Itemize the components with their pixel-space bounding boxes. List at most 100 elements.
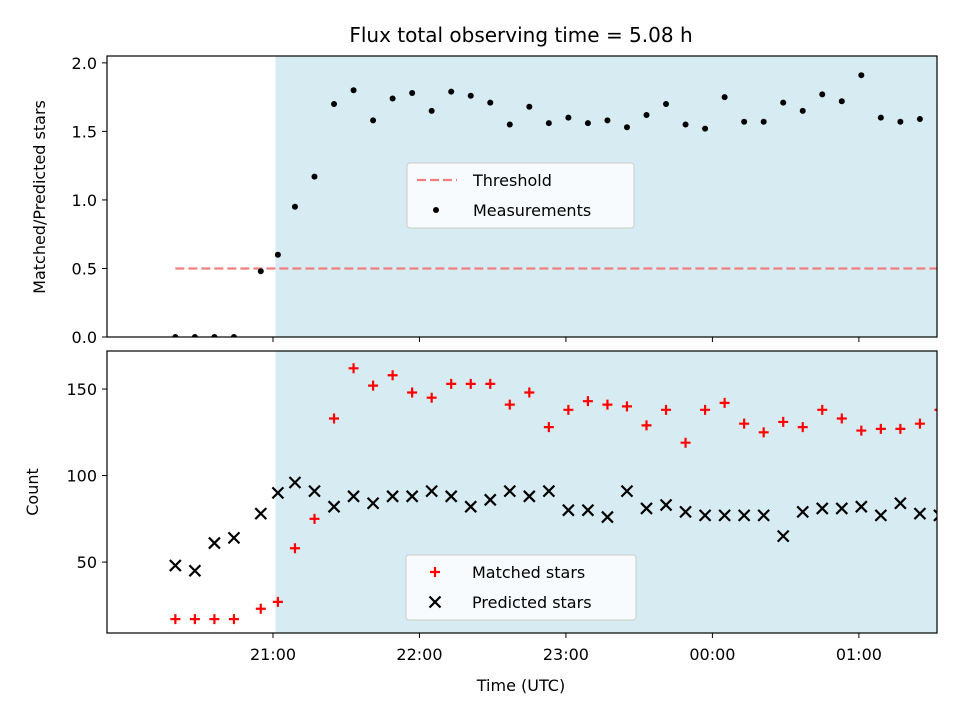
measurement-point [584,120,591,127]
predicted-star-point [679,505,692,519]
predicted-star-point [208,536,221,550]
matched-star-point [209,614,220,625]
predicted-star-point [347,490,360,503]
legend-label: Matched stars [472,563,585,582]
measurement-point [389,95,396,102]
matched-star-point [255,603,266,614]
x-tick-label: 23:00 [543,645,589,664]
legend: Threshold Measurements [406,162,635,229]
measurement-point [877,114,884,121]
legend-matched-swatch [430,567,440,577]
matched-star-point [817,404,828,415]
x-axis-label: Time (UTC) [476,676,565,695]
matched-star-point [602,399,613,410]
predicted-star-point [523,490,536,503]
y-tick-label: 0.0 [72,328,97,347]
y-tick-label: 50 [77,553,97,572]
measurement-point [565,114,572,121]
axes-frame [106,350,938,634]
matched-star-point [543,422,554,433]
measurement-point [291,203,298,210]
legend-label: Measurements [473,201,591,220]
plot-area [172,72,960,337]
predicted-star-point [542,484,556,498]
predicted-star-point [464,500,478,513]
measurement-point [721,94,728,101]
predicted-star-point [835,502,849,515]
measurement-point [799,107,806,114]
matched-star-point [348,363,359,374]
top-panel: 0.0 0.5 1.0 1.5 2.0 Threshold Measurements [72,54,960,347]
measurement-point [311,173,318,180]
y-tick-label: 1.5 [72,122,97,141]
predicted-star-point [386,490,399,503]
predicted-star-point [659,498,673,512]
measurement-point [682,121,689,128]
predicted-star-point [796,505,810,519]
measurement-point [350,87,357,94]
series-measurements [172,72,960,337]
matched-star-point [426,392,437,403]
matched-star-point [621,401,632,412]
predicted-star-point [581,503,595,517]
predicted-star-point [601,510,614,524]
matched-star-point [641,420,652,431]
matched-star-point [309,513,320,524]
y-tick-label: 1.0 [72,191,97,210]
x-tick-label: 22:00 [396,645,442,664]
predicted-star-point [254,507,268,520]
measurement-point [191,334,198,337]
y-tick-label: 100 [66,467,97,486]
matched-star-point [368,380,379,391]
matched-star-point [661,404,672,415]
predicted-star-point [815,502,829,515]
measurement-point [858,72,865,79]
legend-box [406,162,635,229]
predicted-star-point [308,484,321,498]
matched-star-point [875,423,886,434]
matched-star-point [524,387,535,398]
predicted-star-point [188,564,202,577]
matched-star-point [582,396,593,407]
predicted-star-point [953,493,960,504]
legend-box [405,554,637,621]
measurement-point [172,334,179,337]
predicted-star-point [405,490,419,503]
matched-star-point [387,370,398,381]
x-tick-label: 21:00 [250,645,296,664]
measurement-point [760,118,767,125]
measurement-point [663,100,670,107]
axes-frame [106,55,938,338]
top-y-axis-label: Matched/Predicted stars [30,100,49,294]
matched-star-point [228,614,239,625]
matched-star-point [914,418,925,429]
predicted-star-point [366,496,380,510]
predicted-star-point [620,484,634,498]
predicted-star-point [757,509,770,522]
measurement-point [956,111,960,117]
matched-star-point [170,614,181,625]
measurement-point [274,251,281,258]
measurement-point [702,125,709,132]
measurement-point [623,124,630,131]
predicted-star-point [718,509,731,522]
y-tick-label: 2.0 [72,54,97,73]
matched-star-point [797,422,808,433]
predicted-star-point [271,486,285,500]
measurement-point [838,98,845,105]
predicted-star-point [169,559,182,572]
predicted-star-point [855,500,868,513]
x-tick-label: 01:00 [836,645,882,664]
matched-star-point [289,543,300,554]
series-matched-stars [170,363,937,625]
predicted-star-point [874,509,888,522]
measurement-point [897,118,904,125]
bottom-panel: 5010015021:0022:0023:0000:0001:0002:00Ma… [66,350,960,664]
measurement-point [370,117,377,124]
legend: Matched stars Predicted stars [405,554,637,621]
matched-star-point [836,413,847,424]
matched-star-point [504,399,515,410]
matched-star-point [446,378,457,389]
